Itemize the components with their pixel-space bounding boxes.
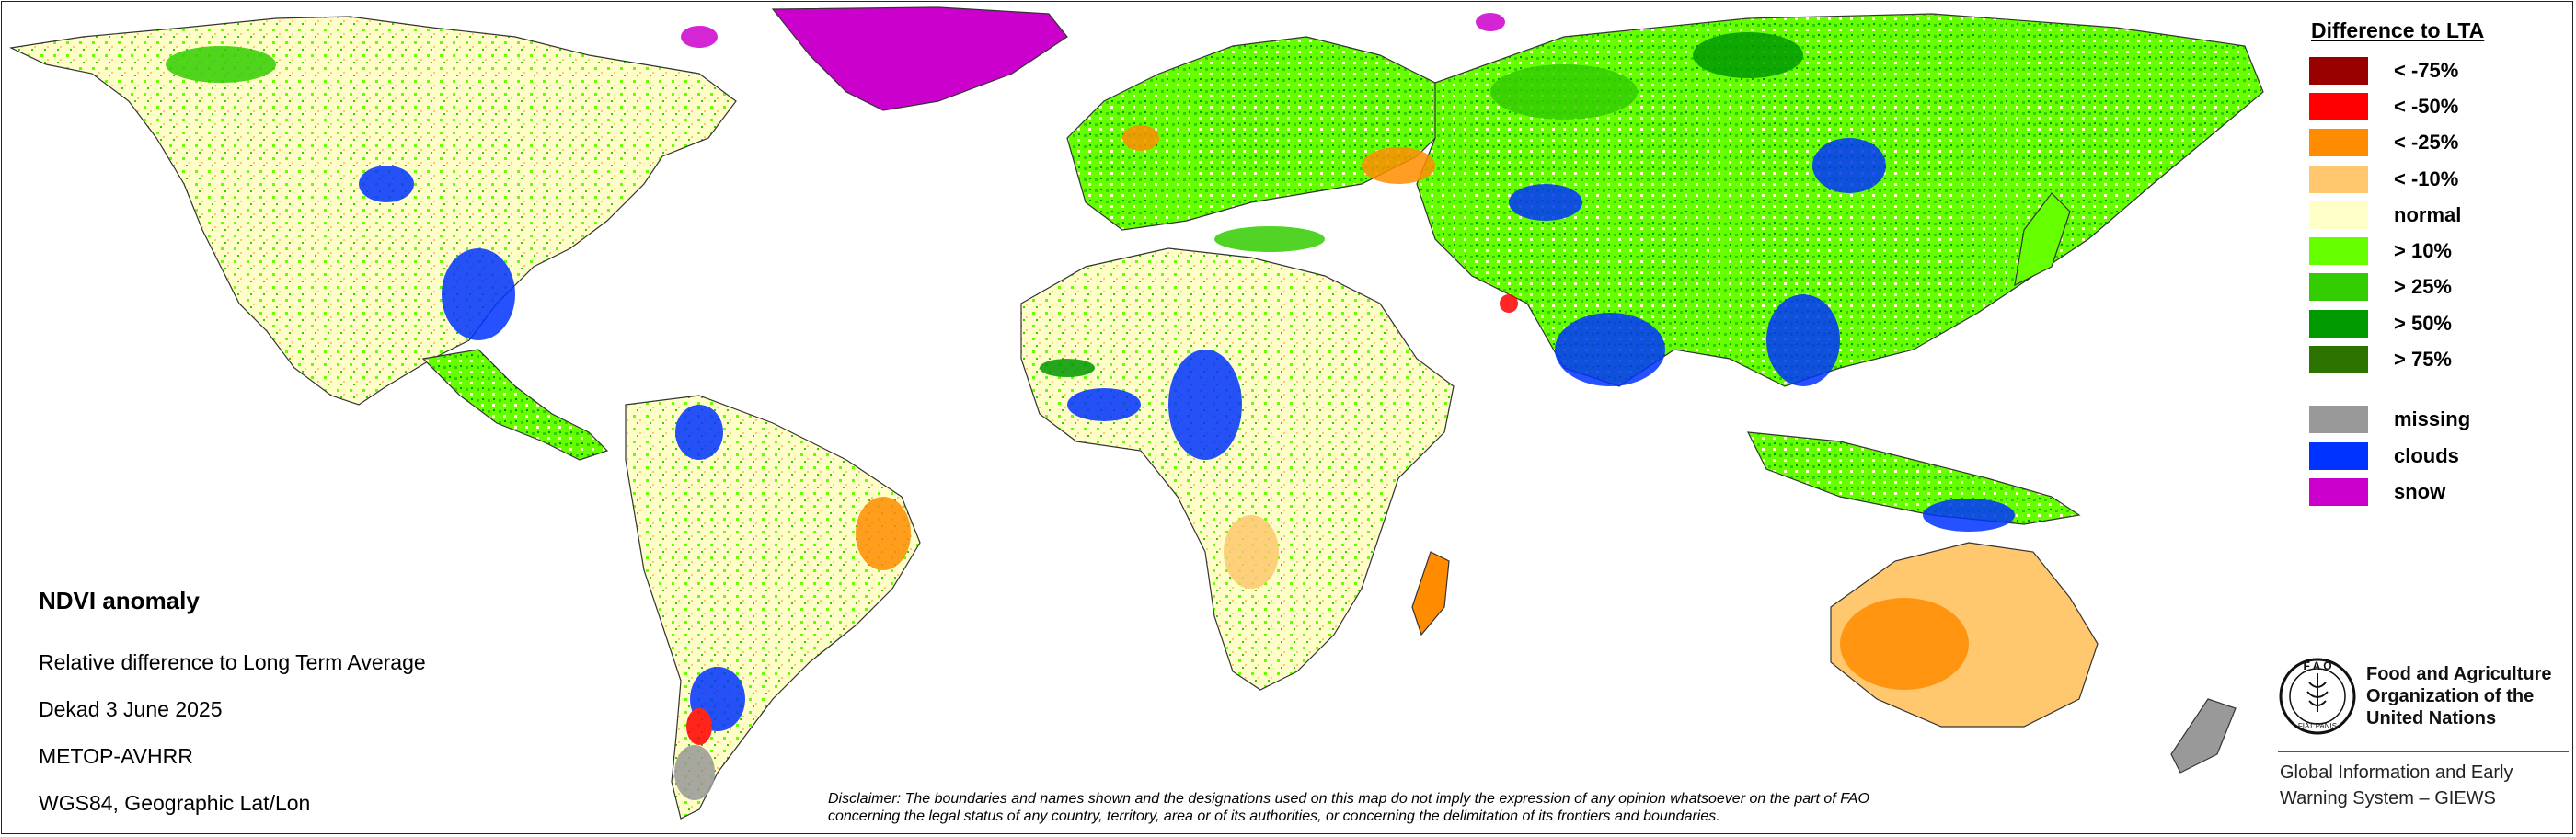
legend-swatch: [2309, 477, 2368, 506]
legend-label: > 10%: [2394, 239, 2452, 263]
legend-class-item: < -25%: [2309, 125, 2530, 161]
fao-name: Food and Agriculture Organization of the…: [2366, 664, 2552, 728]
continent-africa: [1020, 247, 1455, 691]
legend-label: > 75%: [2394, 348, 2452, 372]
legend-class-item: normal: [2309, 197, 2530, 233]
legend: Difference to LTA < -75% < -50% < -25% < -1…: [2309, 18, 2530, 510]
madagascar: [1411, 551, 1450, 636]
map-subtitle: Relative difference to Long Term Average: [39, 650, 426, 674]
continent-asia: [1416, 13, 2264, 387]
legend-label: > 50%: [2394, 311, 2452, 335]
legend-swatch: [2309, 406, 2368, 434]
fao-emblem-icon: F A O FIAT PANIS: [2279, 658, 2356, 735]
fao-emblem-motto: FIAT PANIS: [2298, 722, 2337, 730]
continent-south-america: [625, 395, 921, 820]
disclaimer: Disclaimer: The boundaries and names sho…: [828, 790, 2208, 825]
legend-swatch: [2309, 201, 2368, 229]
islands-southeast-asia: [1746, 431, 2081, 525]
legend-label: clouds: [2394, 443, 2459, 467]
fao-emblem-letters: F A O: [2303, 659, 2331, 672]
map-projection: WGS84, Geographic Lat/Lon: [39, 791, 311, 815]
legend-swatch: [2309, 346, 2368, 374]
legend-swatch: [2309, 56, 2368, 85]
continent-north-america: [8, 16, 737, 406]
disclaimer-line-2: concerning the legal status of any count…: [828, 808, 1720, 824]
legend-swatch: [2309, 237, 2368, 266]
legend-extra-item: snow: [2309, 474, 2530, 510]
legend-label: < -10%: [2394, 166, 2459, 190]
greenland: [771, 6, 1068, 111]
legend-class-item: > 10%: [2309, 233, 2530, 269]
japan: [2014, 192, 2071, 287]
legend-class-item: > 50%: [2309, 305, 2530, 341]
legend-class-item: < -75%: [2309, 52, 2530, 88]
legend-label: < -50%: [2394, 94, 2459, 118]
map-title: NDVI anomaly: [39, 587, 200, 614]
org-divider: [2278, 751, 2569, 752]
legend-swatch: [2309, 129, 2368, 157]
legend-swatch: [2309, 165, 2368, 193]
legend-label: < -75%: [2394, 58, 2459, 82]
legend-label: > 25%: [2394, 275, 2452, 299]
legend-label: missing: [2394, 407, 2471, 431]
map-info: NDVI anomaly Relative difference to Long…: [39, 587, 426, 827]
legend-class-item: > 75%: [2309, 341, 2530, 377]
map-sensor: METOP-AVHRR: [39, 744, 193, 768]
legend-swatch: [2309, 309, 2368, 338]
legend-label: < -25%: [2394, 131, 2459, 155]
legend-class-item: < -50%: [2309, 88, 2530, 124]
legend-swatch: [2309, 273, 2368, 302]
disclaimer-line-1: Disclaimer: The boundaries and names sho…: [828, 791, 1869, 807]
legend-swatch: [2309, 441, 2368, 470]
giews-name: Global Information and Early Warning Sys…: [2280, 762, 2513, 808]
legend-label: normal: [2394, 202, 2462, 226]
continent-central-america: [421, 349, 609, 461]
legend-title: Difference to LTA: [2311, 18, 2485, 42]
legend-class-item: > 25%: [2309, 269, 2530, 305]
fao-giews-logo: F A O FIAT PANIS Food and Agriculture Or…: [2276, 655, 2570, 811]
legend-extra-item: clouds: [2309, 438, 2530, 474]
new-zealand: [2170, 698, 2237, 774]
legend-swatch: [2309, 92, 2368, 120]
legend-extra-item: missing: [2309, 402, 2530, 438]
legend-label: snow: [2394, 479, 2446, 503]
map-date: Dekad 3 June 2025: [39, 697, 223, 721]
legend-class-item: < -10%: [2309, 161, 2530, 197]
